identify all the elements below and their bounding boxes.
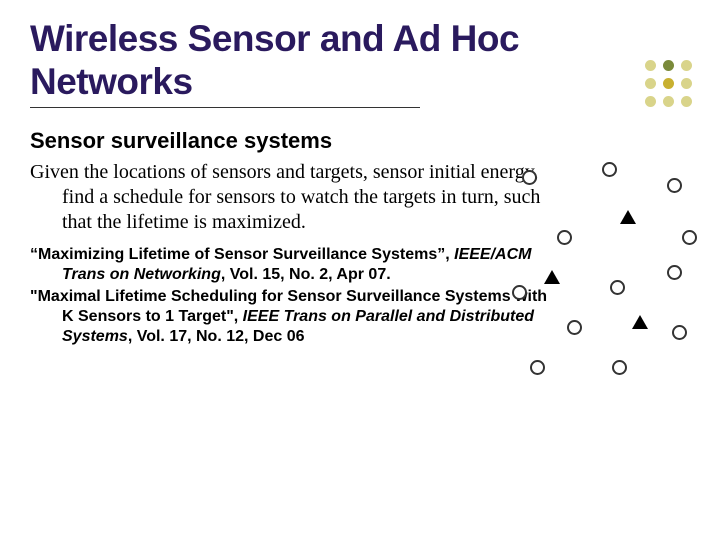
reference-item: “Maximizing Lifetime of Sensor Surveilla…: [30, 245, 550, 285]
decor-dot: [681, 78, 692, 89]
sensor-node: [612, 360, 627, 375]
references: “Maximizing Lifetime of Sensor Surveilla…: [30, 245, 550, 347]
decor-dot: [663, 78, 674, 89]
target-node: [620, 210, 636, 224]
sensor-node: [557, 230, 572, 245]
decor-dots: [645, 60, 692, 114]
body-text: Given the locations of sensors and targe…: [62, 160, 552, 235]
sensor-node: [672, 325, 687, 340]
target-node: [632, 315, 648, 329]
sensor-node: [610, 280, 625, 295]
sensor-node: [602, 162, 617, 177]
decor-dot: [663, 60, 674, 71]
decor-dot: [681, 60, 692, 71]
decor-dot: [645, 60, 656, 71]
decor-dot: [681, 96, 692, 107]
sensor-node: [682, 230, 697, 245]
sensor-node: [530, 360, 545, 375]
sensor-node: [567, 320, 582, 335]
decor-dot: [645, 96, 656, 107]
reference-item: "Maximal Lifetime Scheduling for Sensor …: [30, 287, 550, 347]
sensor-diagram: [512, 160, 702, 385]
decor-dot: [663, 96, 674, 107]
sensor-node: [512, 285, 527, 300]
slide-subtitle: Sensor surveillance systems: [30, 128, 690, 154]
title-underline: [30, 107, 420, 108]
sensor-node: [667, 178, 682, 193]
sensor-node: [667, 265, 682, 280]
slide-title: Wireless Sensor and Ad Hoc Networks: [30, 18, 690, 103]
sensor-node: [522, 170, 537, 185]
decor-dot: [645, 78, 656, 89]
target-node: [544, 270, 560, 284]
